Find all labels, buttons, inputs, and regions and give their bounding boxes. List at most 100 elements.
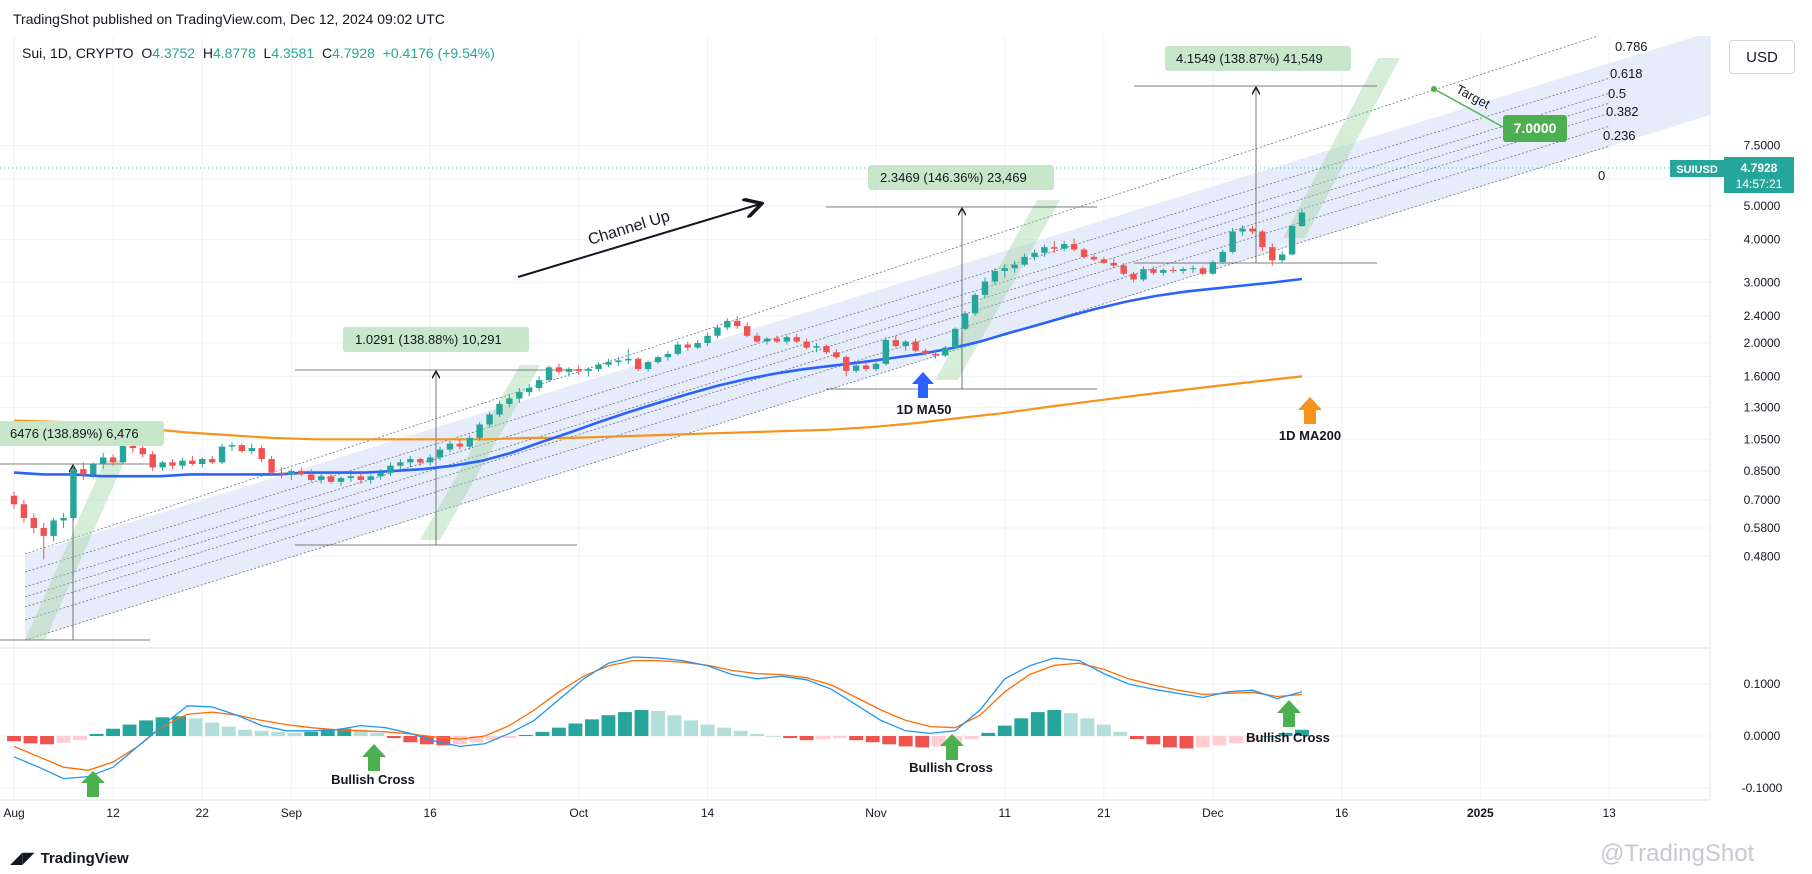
candle-body xyxy=(417,459,424,463)
macd-hist-bar xyxy=(1179,736,1194,749)
bullish-cross-label: Bullish Cross xyxy=(1246,730,1330,745)
macd-hist-bar xyxy=(469,736,484,743)
macd-hist-bar xyxy=(238,729,253,736)
candle-body xyxy=(1110,262,1117,266)
fib-label: 0.618 xyxy=(1610,66,1643,81)
candle-body xyxy=(407,459,414,463)
candle-body xyxy=(783,337,790,342)
candle-body xyxy=(80,469,87,475)
price-tick-label: 0.7000 xyxy=(1744,493,1781,507)
macd-hist-bar xyxy=(1245,736,1260,742)
candle-body xyxy=(248,448,255,452)
rally-band xyxy=(420,365,540,540)
candle-body xyxy=(426,457,434,463)
candle-body xyxy=(308,474,315,480)
candle-body xyxy=(1278,254,1286,261)
candle-body xyxy=(872,363,880,370)
macd-hist-bar xyxy=(1229,736,1243,744)
macd-hist-bar xyxy=(882,736,897,745)
candle-body xyxy=(753,335,761,342)
high-value: 4.8778 xyxy=(212,45,256,61)
macd-hist-bar xyxy=(849,736,864,741)
candle-body xyxy=(684,344,691,348)
candle-body xyxy=(1239,228,1246,232)
candle-body xyxy=(565,369,573,372)
bullish-cross-arrow-icon xyxy=(940,734,964,760)
measure-label-3: 2.3469 (146.36%) 23,469 xyxy=(868,165,1054,190)
candle-body xyxy=(1140,269,1147,280)
candle-body xyxy=(545,367,553,381)
fib-label: 0.382 xyxy=(1606,104,1639,119)
macd-hist-bar xyxy=(816,736,831,740)
candle-body xyxy=(793,337,800,342)
candle-body xyxy=(664,353,672,358)
fib-label: 0 xyxy=(1598,168,1605,183)
candle-body xyxy=(555,367,563,372)
macd-hist-bar xyxy=(436,736,451,746)
macd-hist-bar xyxy=(1047,710,1062,736)
tradingview-logo[interactable]: ◢◤ TradingView xyxy=(10,848,129,868)
macd-hist-bar xyxy=(783,736,798,739)
candle-body xyxy=(991,270,999,282)
price-tick-label: 1.3000 xyxy=(1744,400,1781,414)
price-tick-label: 4.0000 xyxy=(1744,232,1781,246)
candle-body xyxy=(674,344,682,354)
low-value: 4.3581 xyxy=(271,45,315,61)
candle-body xyxy=(109,457,117,463)
time-tick-label: 14 xyxy=(701,806,715,820)
candle-body xyxy=(456,443,464,447)
candle-body xyxy=(654,357,662,363)
candle-body xyxy=(714,327,721,336)
candle-body xyxy=(377,472,384,477)
macd-hist-bar xyxy=(370,732,385,736)
measure-label-2: 1.0291 (138.88%) 10,291 xyxy=(343,327,529,352)
candle-body xyxy=(1051,247,1058,249)
macd-axis: 0.1000 0.0000 -0.1000 xyxy=(1742,677,1783,795)
macd-tick-label: -0.1000 xyxy=(1742,781,1783,795)
macd-hist-bar xyxy=(684,720,698,736)
candle-body xyxy=(397,462,404,466)
candle-body xyxy=(159,462,166,468)
high-label: H xyxy=(202,45,213,61)
macd-hist-bar xyxy=(1295,729,1309,736)
candle-body xyxy=(1249,228,1256,232)
currency-button[interactable]: USD xyxy=(1729,40,1795,74)
price-tick-label: 3.0000 xyxy=(1744,275,1781,289)
channel-band xyxy=(25,36,1710,640)
candle-body xyxy=(496,403,503,415)
candle-body xyxy=(595,364,602,370)
ma50-label: 1D MA50 xyxy=(897,402,952,417)
candle-body xyxy=(1298,212,1306,227)
ohlc-legend: Sui, 1D, CRYPTO O4.3752 H4.8778 L4.3581 … xyxy=(22,45,495,61)
macd-hist-bar xyxy=(1262,736,1276,737)
candle-body xyxy=(634,358,642,370)
svg-text:1.0291 (138.88%) 10,291: 1.0291 (138.88%) 10,291 xyxy=(355,332,502,347)
macd-hist-bar xyxy=(287,732,302,736)
time-tick-label: Sep xyxy=(281,806,303,820)
candle-body xyxy=(1288,225,1296,255)
macd-hist-bar xyxy=(1030,712,1045,736)
bullish-cross-label: Bullish Cross xyxy=(331,772,415,787)
close-label: C xyxy=(321,45,333,61)
time-tick-label: Nov xyxy=(865,806,886,820)
ma50-arrow-icon xyxy=(912,372,934,398)
time-tick-label: 12 xyxy=(106,806,120,820)
price-tick-label: 2.4000 xyxy=(1744,309,1781,323)
candle-body xyxy=(99,457,107,465)
candle-body xyxy=(288,470,295,475)
candle-body xyxy=(743,326,751,336)
macd-hist-bar xyxy=(733,730,748,736)
candle-body xyxy=(773,338,781,342)
candle-body xyxy=(1041,247,1048,253)
macd-hist-bar xyxy=(832,736,847,739)
macd-hist-bar xyxy=(535,731,550,736)
target-value: 7.0000 xyxy=(1514,120,1557,136)
fib-line-0382 xyxy=(24,112,1611,608)
candle-body xyxy=(961,313,969,329)
macd-hist-bar xyxy=(634,710,649,736)
macd-hist-bar xyxy=(1195,736,1210,748)
macd-tick-label: 0.1000 xyxy=(1744,677,1781,691)
publisher-line: TradingShot published on TradingView.com… xyxy=(13,11,445,27)
candle-body xyxy=(169,462,176,466)
macd-hist-bar xyxy=(750,733,765,736)
